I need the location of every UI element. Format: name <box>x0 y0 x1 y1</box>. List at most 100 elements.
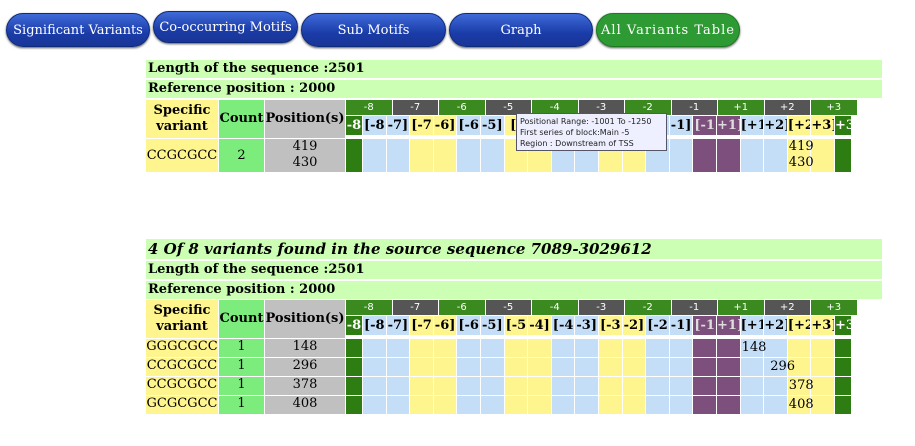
tab-co-occurring-motifs[interactable]: Co-occurring Motifs <box>153 11 298 43</box>
grid-cell <box>457 396 480 414</box>
sub-block-header: [+1 <box>740 316 764 335</box>
block-header: -3 <box>578 300 624 315</box>
grid-cell <box>551 358 575 376</box>
block-header: +1 <box>718 100 764 115</box>
position-marker: 148 <box>741 340 767 355</box>
sequence-length: Length of the sequence :2501 <box>146 60 882 78</box>
row-positions: 378 <box>265 377 345 395</box>
sub-block-header: [+2 <box>787 316 811 335</box>
grid-cell <box>693 139 716 172</box>
header-count: Count <box>219 100 264 138</box>
grid-cell <box>669 139 693 172</box>
sub-block-header: -7] <box>386 316 410 335</box>
sub-block-header: -8 <box>346 316 362 335</box>
grid-cell <box>787 339 811 357</box>
block-header: -4 <box>532 100 578 115</box>
row-variant: CCGCGCC <box>146 358 218 376</box>
grid-cell <box>386 396 410 414</box>
position-tooltip: Positional Range: -1001 To -1250 First s… <box>516 113 667 151</box>
tab-sub-motifs[interactable]: Sub Motifs <box>301 13 446 47</box>
grid-cell <box>764 358 787 376</box>
grid-cell <box>787 139 811 172</box>
grid-cell <box>599 339 622 357</box>
sub-block-header: [-6 <box>457 116 480 135</box>
sub-block-header: +3] <box>811 116 834 135</box>
grid-cell <box>433 396 457 414</box>
tab-graph[interactable]: Graph <box>449 13 593 47</box>
block-header: +3 <box>811 300 857 315</box>
grid-cell <box>433 358 457 376</box>
grid-cell <box>669 339 693 357</box>
block-header: -3 <box>578 100 624 115</box>
sub-block-header: [-8 <box>363 316 386 335</box>
row-positions: 408 <box>265 396 345 414</box>
reference-position: Reference position : 2000 <box>146 80 882 98</box>
sub-block-header: +2] <box>764 316 787 335</box>
grid-cell <box>457 358 480 376</box>
grid-cell <box>504 358 528 376</box>
sub-block-header: [-3 <box>599 316 622 335</box>
sub-block-header: -7] <box>386 116 410 135</box>
sub-block-header: +1] <box>717 116 740 135</box>
grid-cell <box>811 377 834 395</box>
grid-cell <box>504 377 528 395</box>
grid-cell <box>740 339 764 357</box>
grid-cell <box>622 339 646 357</box>
variants-found-title: 4 Of 8 variants found in the source sequ… <box>146 239 882 259</box>
sub-block-header: [-8 <box>363 116 386 135</box>
grid-cell <box>575 339 598 357</box>
grid-cell <box>504 339 528 357</box>
tab-label: Sub Motifs <box>337 22 410 38</box>
grid-cell <box>386 339 410 357</box>
header-text: Position(s) <box>265 111 345 126</box>
sub-block-header: -6] <box>433 116 457 135</box>
sub-block-header: [-1 <box>693 116 716 135</box>
grid-cell <box>481 339 504 357</box>
grid-cell <box>740 396 764 414</box>
grid-cell <box>811 396 834 414</box>
grid-cell <box>386 358 410 376</box>
grid-cell <box>693 358 716 376</box>
grid-cell <box>740 139 764 172</box>
header-count: Count <box>219 300 264 338</box>
sub-block-header: [-7 <box>410 116 433 135</box>
grid-cell <box>551 377 575 395</box>
grid-cell <box>693 377 716 395</box>
sub-block-header: -4] <box>528 316 551 335</box>
grid-cell <box>717 139 740 172</box>
grid-cell <box>646 339 669 357</box>
tooltip-line: Positional Range: -1001 To -1250 <box>520 117 652 126</box>
header-text: Specific variant <box>153 103 211 134</box>
grid-cell <box>346 339 362 357</box>
grid-cell <box>575 377 598 395</box>
row-count: 1 <box>219 339 264 357</box>
position-marker: 408 <box>788 397 814 412</box>
grid-cell <box>528 339 551 357</box>
sub-block-header: -1] <box>669 316 693 335</box>
sub-block-header: -5] <box>481 116 504 135</box>
tab-significant-variants[interactable]: Significant Variants <box>6 13 150 47</box>
grid-cell <box>740 358 764 376</box>
position-marker: 419 430 <box>788 139 814 170</box>
grid-cell <box>386 139 410 172</box>
grid-cell <box>346 377 362 395</box>
grid-cell <box>410 396 433 414</box>
grid-cell <box>346 358 362 376</box>
header-text: Position(s) <box>265 311 345 326</box>
row-variant: GCGCGCC <box>146 396 218 414</box>
grid-cell <box>346 396 362 414</box>
block-header: -8 <box>346 100 392 115</box>
grid-cell <box>717 396 740 414</box>
grid-cell <box>504 396 528 414</box>
grid-cell <box>386 377 410 395</box>
block-header: -1 <box>671 300 717 315</box>
block-header: -7 <box>392 100 438 115</box>
grid-cell <box>787 358 811 376</box>
tab-all-variants-table[interactable]: All Variants Table <box>596 13 740 47</box>
tab-label: Significant Variants <box>13 22 143 38</box>
header-positions: Position(s) <box>265 100 345 138</box>
sub-block-header: [-6 <box>457 316 480 335</box>
row-positions: 296 <box>265 358 345 376</box>
grid-cell <box>693 396 716 414</box>
grid-cell <box>575 358 598 376</box>
